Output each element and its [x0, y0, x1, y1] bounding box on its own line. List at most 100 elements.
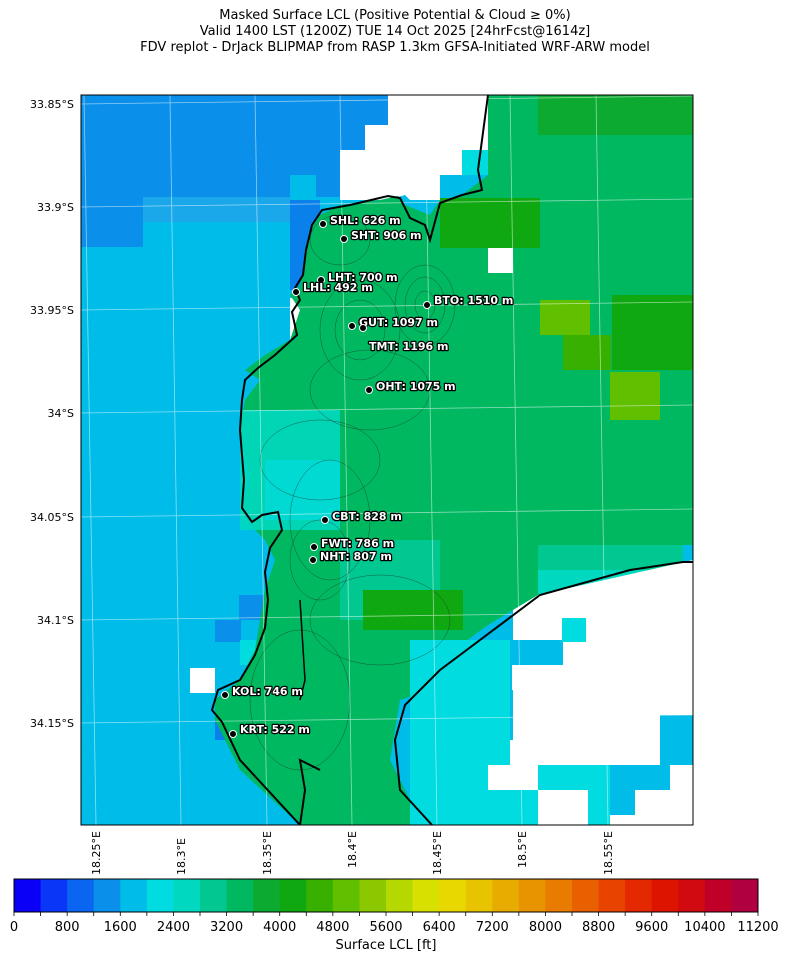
colorbar-swatch: [439, 879, 467, 912]
ocean-deep-nw: [81, 197, 143, 247]
lon-tick-1: 18.3°E: [175, 838, 188, 875]
land-cell-1: [440, 198, 540, 248]
station-gut: GUT: 1097 m: [348, 315, 439, 330]
colorbar-label: Surface LCL [ft]: [336, 938, 437, 953]
mask-north: [340, 95, 488, 200]
ocean-deep-north: [81, 95, 391, 197]
mask-cell-se2: [512, 665, 538, 690]
colorbar-tick-label: 7200: [476, 920, 509, 935]
map-area: [81, 95, 693, 825]
colorbar-swatch: [412, 879, 440, 912]
lon-tick-4: 18.45°E: [431, 831, 444, 875]
ocean-cell: [290, 175, 316, 200]
land-cell-6: [612, 295, 693, 370]
colorbar-swatch: [67, 879, 95, 912]
land-cell-5: [563, 335, 611, 370]
colorbar-swatch: [678, 879, 706, 912]
title-line-2: Valid 1400 LST (1200Z) TUE 14 Oct 2025 […: [199, 24, 591, 39]
station-marker: [365, 386, 373, 394]
mask-cell-se7: [538, 790, 588, 825]
colorbar-tick-label: 8800: [582, 920, 615, 935]
lat-tick-1: 33.9°S: [37, 201, 74, 214]
colorbar-tick-label: 0: [10, 920, 18, 935]
colorbar-tick-label: 5600: [369, 920, 402, 935]
boundary-line-3: [299, 599, 306, 701]
colorbar-tick-label: 10400: [684, 920, 725, 935]
lat-tick-5: 34.1°S: [37, 614, 74, 627]
lon-tick-3: 18.4°E: [346, 831, 359, 868]
terrain-contours: [249, 214, 456, 771]
station-label-fwt: FWT: 786 m: [321, 537, 394, 550]
land-cell-3: [540, 300, 590, 335]
colorbar-swatch: [279, 879, 307, 912]
colorbar-swatch: [14, 879, 42, 912]
colorbar-swatch: [306, 879, 334, 912]
colorbar-swatch: [545, 879, 573, 912]
station-marker: [321, 516, 329, 524]
station-sht: SHT: 906 m: [340, 228, 423, 243]
colorbar-swatch: [226, 879, 254, 912]
station-label-kol: KOL: 746 m: [232, 685, 303, 698]
colorbar-tick-label: 8000: [529, 920, 562, 935]
cell-se3: [610, 765, 670, 790]
station-krt: KRT: 522 m: [229, 722, 311, 738]
station-lht: LHT: 700 m: [317, 270, 399, 285]
station-marker: [340, 235, 348, 243]
colorbar-tick-label: 11200: [737, 920, 778, 935]
colorbar-swatch: [492, 879, 520, 912]
lat-tick-3: 34°S: [48, 407, 74, 420]
station-label-tmt: TMT: 1196 m: [369, 340, 449, 353]
colorbar-tick-label: 9600: [635, 920, 668, 935]
colorbar-swatch: [386, 879, 414, 912]
cell-se4: [610, 790, 635, 815]
station-marker: [348, 322, 356, 330]
colorbar-swatch: [200, 879, 228, 912]
station-kol: KOL: 746 m: [221, 684, 304, 699]
mask-southeast: [488, 560, 693, 825]
colorbar-ticks: 0 800 1600 2400 3200 4000 4800 5600 6400 7200 8000…: [10, 912, 779, 935]
stations-layer: SHL: 626 m SHT: 906 m LHT: 700 m LHL: 49…: [221, 213, 515, 738]
land-west-coast-2: [265, 460, 340, 520]
colorbar-tick-label: 4800: [316, 920, 349, 935]
station-marker: [317, 276, 325, 284]
station-label-oht: OHT: 1075 m: [376, 380, 456, 393]
station-fwt: FWT: 786 m: [310, 536, 395, 551]
colorbar-swatch: [93, 879, 121, 912]
colorbar-tick-label: 4000: [263, 920, 296, 935]
colorbar-swatches: [14, 879, 759, 912]
coastline: [210, 95, 489, 825]
cell-n3: [462, 150, 488, 175]
station-marker: [229, 730, 237, 738]
lon-tick-5: 18.5°E: [516, 831, 529, 868]
station-label-shl: SHL: 626 m: [330, 214, 401, 227]
mask-cell-land: [488, 248, 513, 273]
land-field: [215, 95, 693, 825]
lat-tick-2: 33.95°S: [30, 304, 74, 317]
station-marker: [292, 288, 300, 296]
graticule: [81, 95, 693, 825]
station-label-krt: KRT: 522 m: [240, 723, 310, 736]
lon-axis: 18.25°E 18.3°E 18.35°E 18.4°E 18.45°E 18…: [90, 831, 615, 875]
station-marker: [423, 301, 431, 309]
colorbar-swatch: [598, 879, 626, 912]
colorbar-swatch: [731, 879, 759, 912]
lon-tick-0: 18.25°E: [90, 831, 103, 875]
station-oht: OHT: 1075 m: [365, 379, 457, 394]
station-marker: [359, 324, 367, 332]
lat-axis: 33.85°S 33.9°S 33.95°S 34°S 34.05°S 34.1…: [30, 98, 74, 730]
ocean-cell-s2: [215, 620, 241, 642]
title-line-1: Masked Surface LCL (Positive Potential &…: [219, 8, 571, 23]
station-tmt: TMT: 1196 m: [359, 324, 450, 354]
lon-tick-6: 18.55°E: [602, 831, 615, 875]
station-label-lht: LHT: 700 m: [328, 271, 398, 284]
station-shl: SHL: 626 m: [319, 213, 402, 228]
colorbar-tick-label: 3200: [210, 920, 243, 935]
station-nht: NHT: 807 m: [309, 549, 393, 564]
colorbar-swatch: [465, 879, 493, 912]
station-cbt: CBT: 828 m: [321, 509, 403, 524]
station-marker: [310, 543, 318, 551]
cell-se1: [562, 618, 586, 642]
station-label-nht: NHT: 807 m: [320, 550, 392, 563]
colorbar-swatch: [332, 879, 360, 912]
